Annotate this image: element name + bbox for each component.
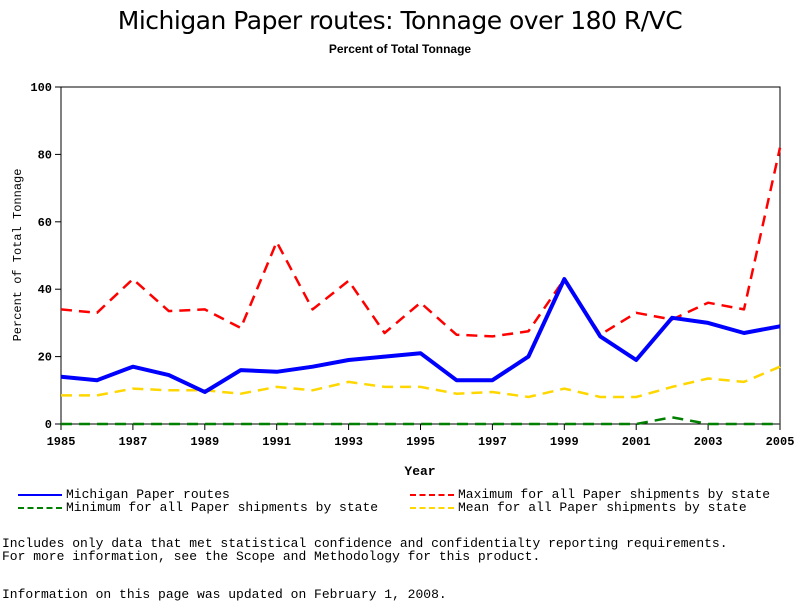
series-line-michigan-paper-routes	[60, 277, 781, 394]
x-tick-label: 1993	[334, 435, 363, 449]
note-methodology: For more information, see the Scope and …	[2, 549, 541, 564]
legend-label: Minimum for all Paper shipments by state	[66, 500, 379, 515]
legend-swatch-solid-blue	[18, 493, 62, 496]
x-tick-label: 1987	[118, 435, 147, 449]
y-tick-label: 60	[38, 216, 52, 230]
series-line-maximum-for-all-paper-shipments-by-state	[60, 147, 782, 338]
legend-swatch-dashed-red	[410, 493, 454, 496]
chart-title: Michigan Paper routes: Tonnage over 180 …	[117, 6, 683, 35]
note-confidentiality: Includes only data that met statistical …	[2, 536, 728, 551]
legend-swatch-dashed-green	[18, 506, 62, 509]
line-chart: 0 20 40 60 80 100 1985 1987 1989 1991 1993 1995 199…	[11, 81, 795, 479]
x-tick-label: 1995	[406, 435, 435, 449]
x-tick-label: 1997	[478, 435, 507, 449]
y-tick-label: 20	[38, 351, 52, 365]
legend-item-minimum: Minimum for all Paper shipments by state	[18, 500, 378, 515]
y-axis-label: Percent of Total Tonnage	[11, 169, 25, 342]
legend-label: Mean for all Paper shipments by state	[458, 500, 747, 515]
x-tick-label: 1999	[550, 435, 579, 449]
x-tick-label: 1991	[262, 435, 291, 449]
legend-item-mean: Mean for all Paper shipments by state	[410, 500, 747, 515]
legend-item-maximum: Maximum for all Paper shipments by state	[410, 487, 770, 502]
series-line-minimum-for-all-paper-shipments-by-state	[61, 416, 780, 426]
x-tick-label: 2005	[766, 435, 795, 449]
legend-item-michigan: Michigan Paper routes	[18, 487, 230, 502]
chart-subtitle: Percent of Total Tonnage	[328, 42, 472, 56]
y-tick-label: 0	[45, 418, 52, 432]
y-tick-label: 80	[38, 148, 52, 162]
x-axis-label: Year	[404, 464, 435, 479]
x-tick-label: 2001	[622, 435, 651, 449]
legend-swatch-dashed-yellow	[410, 506, 454, 509]
y-tick-label: 40	[38, 283, 52, 297]
legend-label: Maximum for all Paper shipments by state	[458, 487, 771, 502]
legend-label: Michigan Paper routes	[66, 487, 230, 502]
x-tick-label: 1989	[190, 435, 219, 449]
note-updated: Information on this page was updated on …	[2, 587, 447, 602]
x-tick-label: 2003	[694, 435, 723, 449]
series-line-mean-for-all-paper-shipments-by-state	[61, 365, 781, 399]
x-tick-label: 1985	[47, 435, 76, 449]
y-tick-label: 100	[30, 81, 52, 95]
